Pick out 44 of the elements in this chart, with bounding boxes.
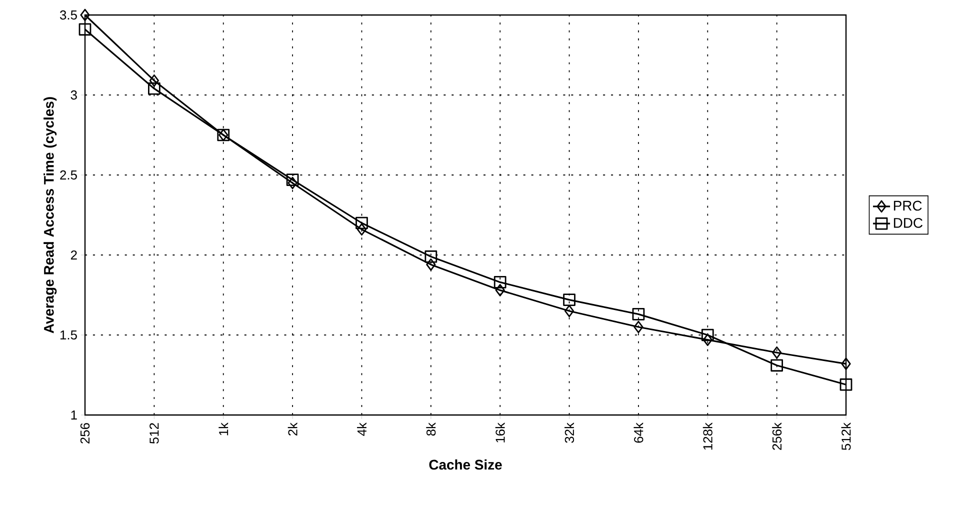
point <box>563 294 576 306</box>
point <box>702 334 712 346</box>
x-tick-label: 256 <box>80 423 90 444</box>
x-tick-label: 128k <box>702 422 712 450</box>
point <box>288 176 298 190</box>
point <box>426 258 436 271</box>
point <box>149 74 159 87</box>
legend-label: PRC <box>894 200 922 211</box>
x-tick-label: 4k <box>357 422 366 436</box>
point <box>841 358 851 370</box>
point <box>286 174 299 186</box>
point <box>494 276 506 288</box>
x-axis-title: Cache Size <box>429 459 502 470</box>
point <box>495 284 505 296</box>
y-tick-label: 1.5 <box>60 330 77 340</box>
y-axis-title: Average Read Access Time (cycles) <box>44 97 57 334</box>
x-tick-label: 512 <box>150 423 159 444</box>
x-tick-label: 2k <box>288 422 298 436</box>
y-tick-label: 3.5 <box>60 10 77 20</box>
point <box>424 250 438 263</box>
point <box>772 346 782 359</box>
point <box>634 320 644 334</box>
point <box>148 82 160 95</box>
legend-label: DDC <box>894 218 923 228</box>
y-tick-label: 2.5 <box>60 170 77 180</box>
point <box>78 23 92 36</box>
x-tick-label: 1k <box>218 422 228 436</box>
x-tick-label: 256k <box>772 422 782 450</box>
point <box>840 378 852 391</box>
y-tick-label: 2 <box>70 250 77 260</box>
point <box>356 223 367 236</box>
x-tick-label: 8k <box>426 422 436 436</box>
point <box>770 359 784 372</box>
y-tick-label: 1 <box>71 410 77 420</box>
point <box>80 8 90 22</box>
point <box>356 216 368 230</box>
x-tick-label: 16k <box>495 422 505 442</box>
x-tick-label: 64k <box>634 422 644 443</box>
x-tick-label: 512k <box>841 422 851 450</box>
y-tick-label: 3 <box>70 90 77 100</box>
point <box>701 328 714 342</box>
point <box>632 308 645 320</box>
x-tick-label: 32k <box>564 422 574 443</box>
point <box>564 304 574 318</box>
